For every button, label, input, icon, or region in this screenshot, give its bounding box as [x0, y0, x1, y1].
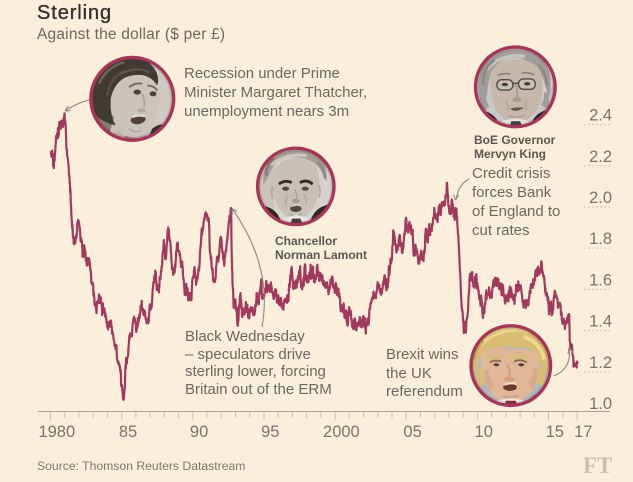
svg-text:1.8: 1.8 — [589, 230, 612, 248]
svg-text:2.2: 2.2 — [589, 148, 612, 166]
svg-text:1980: 1980 — [38, 423, 75, 441]
svg-text:05: 05 — [403, 423, 421, 441]
svg-text:2000: 2000 — [323, 423, 360, 441]
svg-text:2.4: 2.4 — [589, 107, 612, 125]
svg-text:1.4: 1.4 — [589, 313, 612, 331]
svg-text:1.2: 1.2 — [589, 354, 612, 372]
svg-text:95: 95 — [261, 423, 279, 441]
svg-text:1.0: 1.0 — [589, 395, 612, 413]
svg-text:90: 90 — [190, 423, 208, 441]
svg-text:2.0: 2.0 — [589, 189, 612, 207]
svg-text:1.6: 1.6 — [589, 271, 612, 289]
svg-text:15: 15 — [546, 423, 564, 441]
svg-text:10: 10 — [475, 423, 493, 441]
svg-text:17: 17 — [574, 423, 592, 441]
svg-text:85: 85 — [119, 423, 137, 441]
